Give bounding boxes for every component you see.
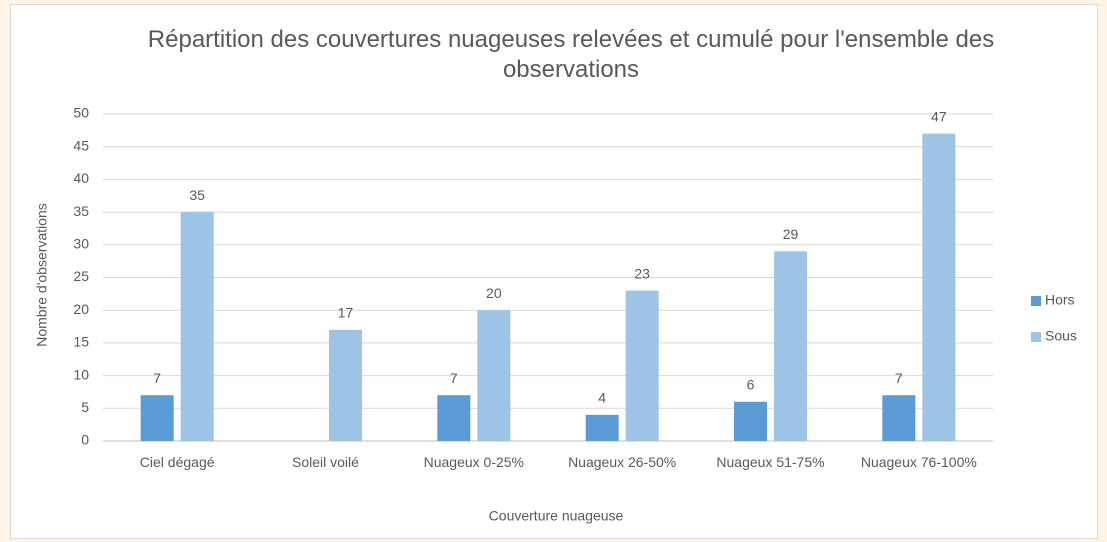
bar: [882, 395, 916, 441]
chart: Répartition des couvertures nuageuses re…: [10, 4, 1098, 539]
value-label: 7: [153, 370, 161, 386]
x-axis-label: Couverture nuageuse: [489, 508, 624, 524]
y-tick-label: 5: [81, 399, 89, 415]
y-tick-label: 15: [73, 334, 89, 350]
y-tick-label: 35: [73, 203, 89, 219]
plot: Nombre d'observations Couverture nuageus…: [34, 105, 1077, 524]
x-tick-label: Nuageux 26-50%: [568, 454, 677, 470]
x-tick-label: Nuageux 51-75%: [716, 454, 825, 470]
bar: [625, 290, 659, 441]
y-axis-label: Nombre d'observations: [34, 203, 50, 347]
value-label: 7: [895, 370, 903, 386]
y-tick-label: 30: [73, 236, 89, 252]
bar: [774, 251, 807, 441]
bar: [437, 395, 471, 441]
y-tick-label: 20: [73, 301, 89, 317]
value-label: 20: [486, 285, 502, 301]
x-tick-label: Soleil voilé: [292, 454, 359, 470]
value-label: 4: [598, 390, 606, 406]
y-tick-label: 0: [81, 432, 89, 448]
bar: [922, 133, 956, 441]
bar: [585, 414, 619, 441]
value-label: 6: [747, 376, 755, 392]
legend-label: Sous: [1045, 328, 1077, 344]
y-tick-label: 10: [73, 366, 89, 382]
bar: [477, 310, 511, 441]
value-label: 35: [189, 187, 205, 203]
x-tick-label: Ciel dégagé: [139, 454, 215, 470]
value-label: 17: [338, 305, 354, 321]
legend-swatch: [1031, 296, 1041, 306]
y-tick-label: 40: [73, 170, 89, 186]
y-tick-label: 50: [73, 105, 89, 121]
bar: [734, 401, 767, 441]
chart-title: Répartition des couvertures nuageuses re…: [147, 26, 995, 83]
value-label: 7: [450, 370, 458, 386]
x-tick-label: Nuageux 0-25%: [423, 454, 525, 470]
bar: [140, 395, 174, 441]
x-tick-label: Nuageux 76-100%: [860, 454, 977, 470]
value-label: 47: [931, 108, 947, 124]
bar: [329, 329, 362, 441]
value-label: 29: [783, 226, 799, 242]
y-tick-label: 45: [73, 137, 89, 153]
bar: [180, 212, 214, 441]
legend-swatch: [1031, 332, 1041, 342]
y-tick-label: 25: [73, 268, 89, 284]
legend-label: Hors: [1045, 292, 1075, 308]
value-label: 23: [634, 265, 650, 281]
